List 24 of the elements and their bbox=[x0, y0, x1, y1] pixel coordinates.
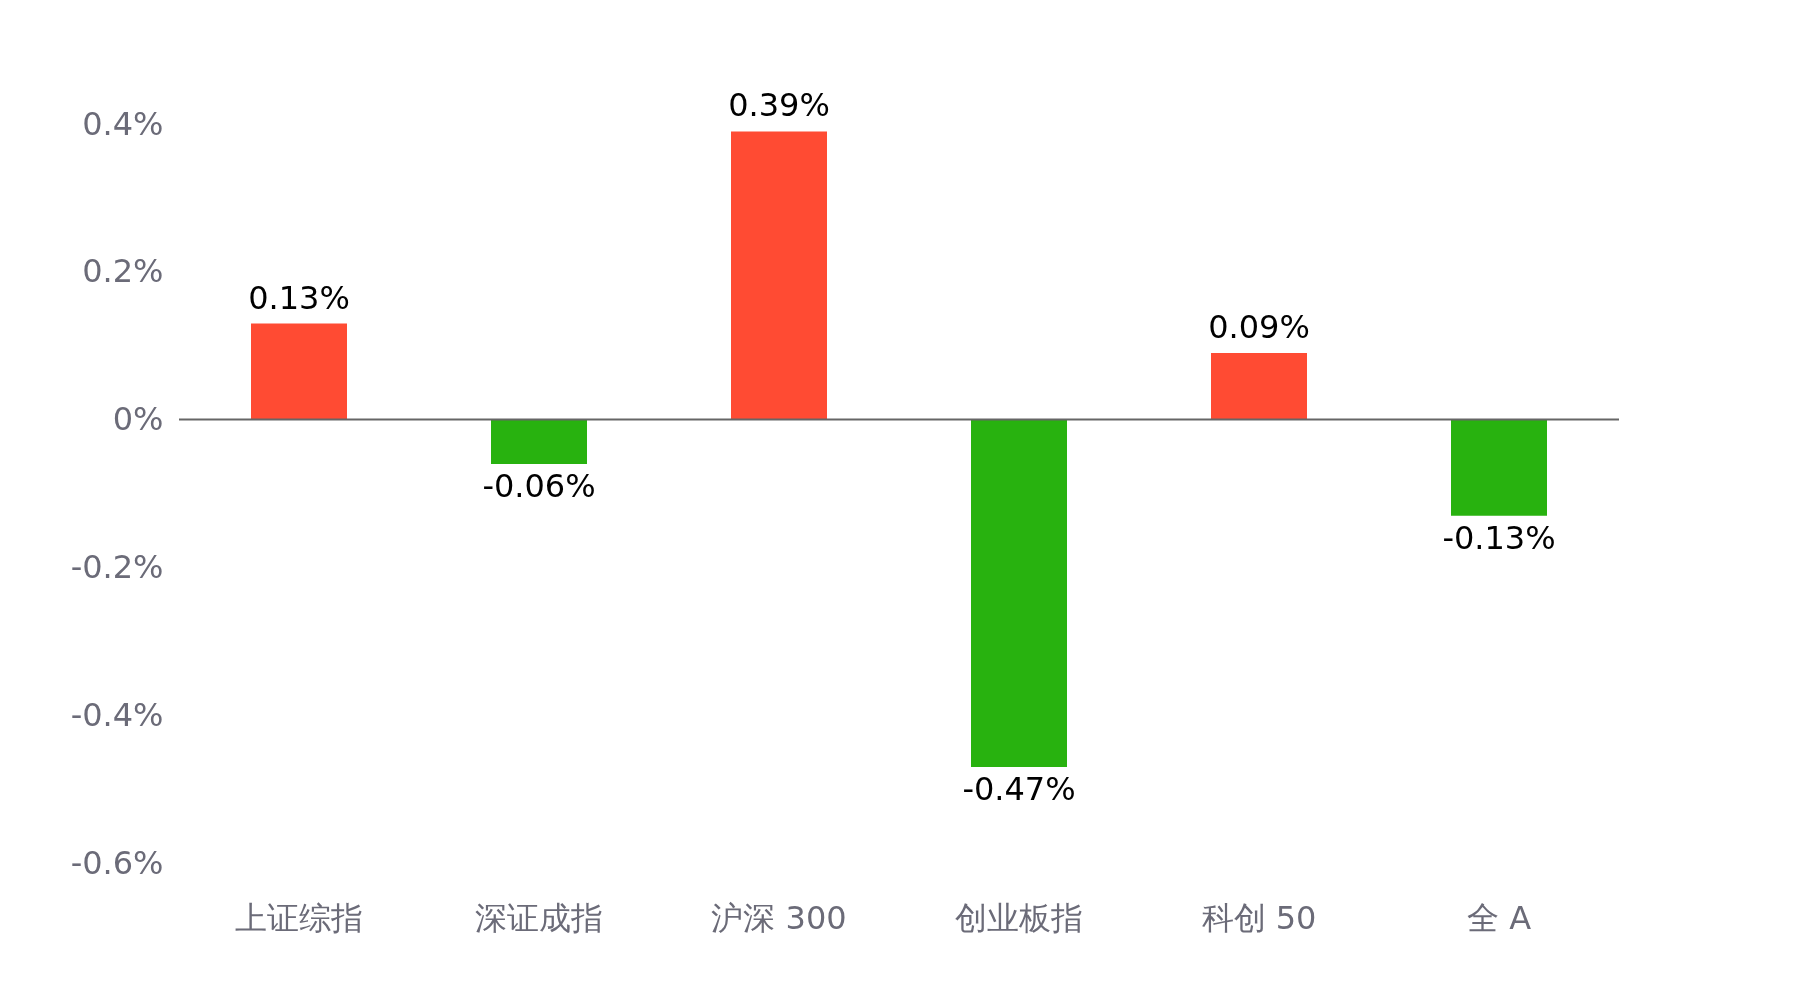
bar bbox=[251, 323, 347, 420]
y-tick-label: -0.2% bbox=[70, 547, 164, 586]
y-tick-label: 0% bbox=[112, 400, 164, 439]
x-tick-label: 全 A bbox=[1466, 898, 1532, 937]
bar bbox=[1451, 419, 1547, 516]
data-label: 0.09% bbox=[1208, 308, 1310, 347]
x-tick-label: 创业板指 bbox=[955, 898, 1083, 937]
data-label: -0.13% bbox=[1442, 518, 1556, 557]
y-tick-label: -0.4% bbox=[70, 695, 164, 734]
bar bbox=[731, 131, 827, 420]
y-tick-label: -0.6% bbox=[70, 843, 164, 882]
x-tick-label: 上证综指 bbox=[235, 898, 363, 937]
data-label: 0.39% bbox=[728, 86, 830, 125]
y-tick-label: 0.2% bbox=[82, 252, 164, 291]
x-tick-label: 深证成指 bbox=[475, 898, 603, 937]
data-label: -0.06% bbox=[482, 466, 596, 505]
data-label: 0.13% bbox=[248, 278, 350, 317]
bar bbox=[971, 419, 1067, 767]
y-tick-label: 0.4% bbox=[82, 104, 164, 143]
bar bbox=[1211, 353, 1307, 420]
bar bbox=[491, 419, 587, 464]
x-tick-label: 沪深 300 bbox=[711, 898, 847, 937]
data-label: -0.47% bbox=[962, 769, 1076, 808]
x-tick-label: 科创 50 bbox=[1201, 898, 1317, 937]
